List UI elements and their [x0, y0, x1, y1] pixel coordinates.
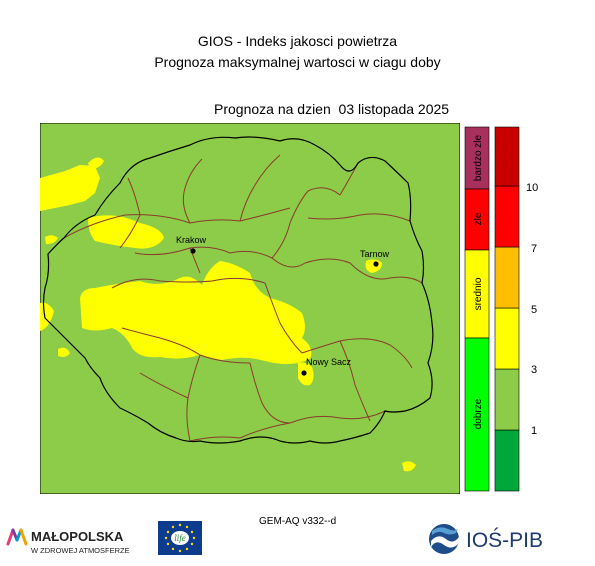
- category-label-bardzo-zle: bardzo zle: [473, 134, 484, 181]
- colorbar-band-5: [494, 185, 520, 248]
- city-marker-nowy-sacz: [301, 370, 307, 376]
- malopolska-name: MAŁOPOLSKA: [31, 529, 124, 544]
- colorbar-band-4: [494, 246, 520, 309]
- moderate-zone-sw-blob: [58, 347, 70, 357]
- category-label-dobrze: dobrze: [473, 398, 484, 429]
- city-label-nowy-sacz: Nowy Sacz: [306, 357, 352, 367]
- city-krakow: Krakow: [176, 235, 207, 254]
- city-tarnow: Tarnow: [360, 249, 390, 267]
- eu-life-text: life: [174, 533, 186, 543]
- moderate-zone-south-spot: [402, 461, 416, 472]
- moderate-zone-west: [88, 215, 164, 249]
- malopolska-m-icon: [6, 528, 28, 546]
- category-srednio: [464, 249, 490, 339]
- category-zle: [464, 188, 490, 251]
- malopolska-logo: MAŁOPOLSKA W ZDROWEJ ATMOSFERZE: [6, 528, 130, 555]
- colorbar-tick-1: 1: [531, 425, 537, 437]
- moderate-zones: [40, 157, 416, 472]
- moderate-zone-northwest-tail: [88, 157, 104, 169]
- forecast-map: Krakow Tarnow Nowy Sacz: [40, 123, 460, 494]
- value-colorbar: 1 3 5 7 10: [494, 126, 538, 492]
- colorbar-tick-5: 5: [531, 304, 537, 316]
- colorbar-band-2: [494, 368, 520, 431]
- colorbar-band-3: [494, 307, 520, 370]
- forecast-date: Prognoza na dzien 03 listopada 2025: [214, 101, 450, 117]
- colorbar-band-1: [494, 429, 520, 492]
- category-legend: bardzo zle zle srednio dobrze: [464, 126, 490, 492]
- colorbar-tick-3: 3: [531, 364, 537, 376]
- moderate-zone-west-small: [45, 235, 58, 245]
- city-marker-krakow: [190, 248, 196, 254]
- map-title: GIOS - Indeks jakosci powietrza: [197, 33, 398, 49]
- category-label-zle: zle: [473, 212, 484, 225]
- province-border: [42, 136, 434, 444]
- colorbar-band-6: [494, 126, 520, 187]
- colorbar-tick-7: 7: [531, 243, 537, 255]
- city-nowy-sacz: Nowy Sacz: [301, 357, 352, 376]
- map-subtitle: Prognoza maksymalnej wartosci w ciagu do…: [154, 54, 441, 70]
- category-dobrze: [464, 337, 490, 492]
- moderate-zone-northwest: [40, 165, 100, 211]
- city-label-krakow: Krakow: [176, 235, 207, 245]
- county-borders: [63, 154, 423, 442]
- eu-life-logo: life: [158, 521, 202, 555]
- eu-stars-icon: [164, 523, 196, 553]
- ios-pib-name: IOŚ-PIB: [466, 528, 543, 552]
- colorbar-tick-10: 10: [526, 182, 538, 194]
- legend-scales: bardzo zle zle srednio dobrze 1 3 5 7 10: [464, 126, 538, 492]
- ios-pib-logo: IOŚ-PIB: [429, 524, 543, 554]
- ios-pib-emblem-icon: [429, 524, 459, 554]
- model-version: GEM-AQ v332--d: [259, 516, 337, 527]
- category-label-srednio: srednio: [473, 277, 484, 310]
- malopolska-slogan: W ZDROWEJ ATMOSFERZE: [31, 546, 130, 555]
- moderate-zone-central: [80, 261, 312, 365]
- city-label-tarnow: Tarnow: [360, 249, 390, 259]
- city-marker-tarnow: [373, 261, 379, 267]
